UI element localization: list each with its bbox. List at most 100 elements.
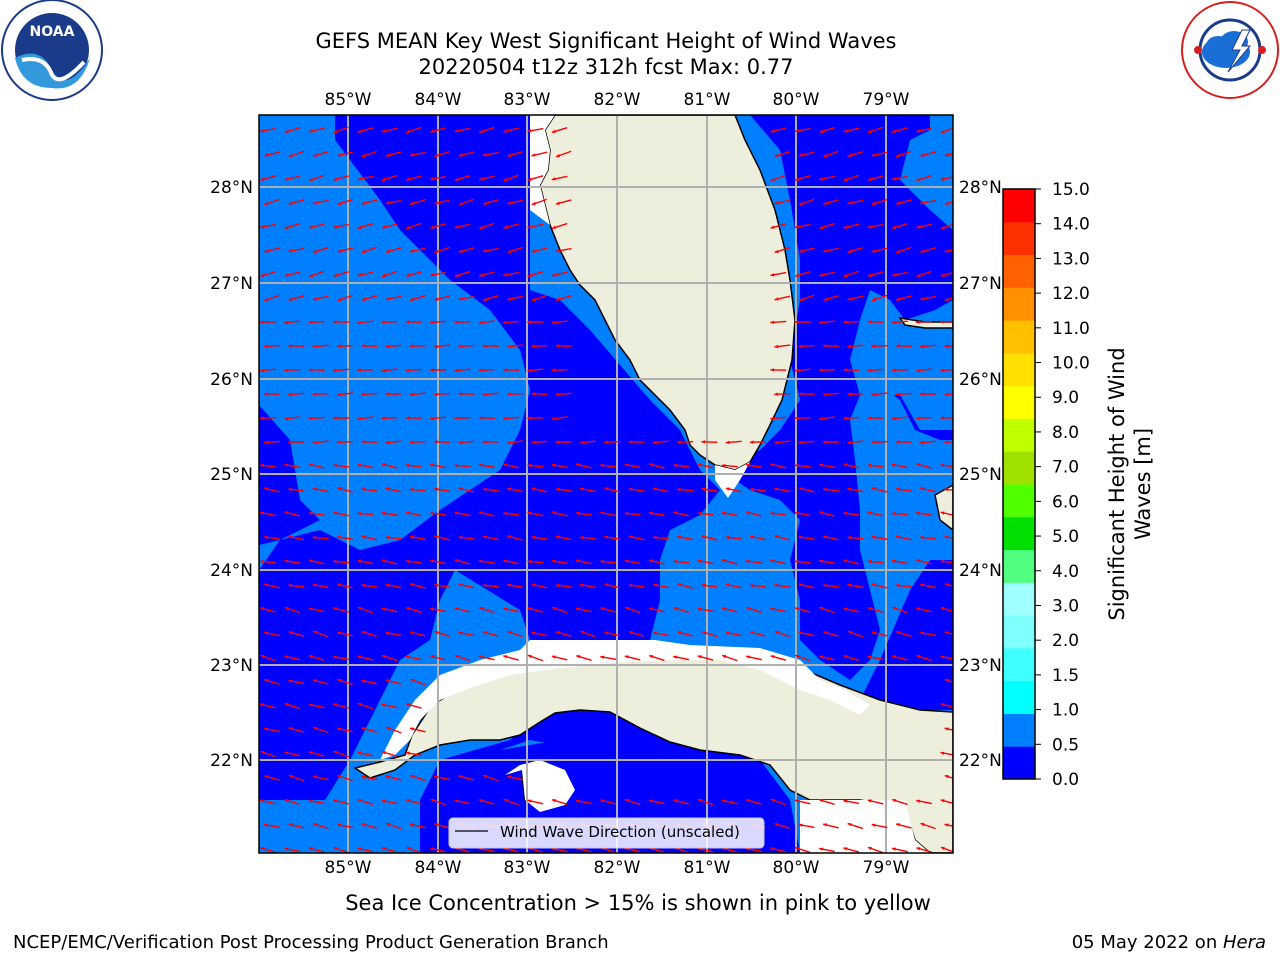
- wave-direction-arrowhead: [649, 654, 654, 659]
- lat-tick-left: 25°N: [210, 465, 253, 485]
- colorbar-tick-label: 9.0: [1052, 388, 1079, 408]
- wave-direction-arrowhead: [944, 678, 949, 683]
- wave-direction-arrowhead: [940, 846, 945, 851]
- wave-direction-arrowhead: [409, 153, 414, 157]
- wave-direction-arrowhead: [479, 799, 483, 803]
- wave-direction-arrowhead: [361, 440, 365, 444]
- wave-direction-arrowhead: [847, 153, 852, 157]
- colorbar-segment: [1003, 680, 1035, 714]
- lon-tick-bottom: 84°W: [415, 858, 462, 878]
- wave-direction-arrowhead: [916, 847, 921, 851]
- wave-direction-arrowhead: [725, 535, 730, 540]
- wave-direction-arrowhead: [843, 320, 847, 324]
- wave-direction-arrowhead: [721, 559, 726, 563]
- wave-direction-arrowhead: [677, 440, 681, 444]
- wave-direction-arrowhead: [454, 416, 459, 420]
- wave-direction-arrowhead: [677, 631, 682, 635]
- wave-direction-arrowhead: [871, 583, 876, 587]
- wave-direction-arrowhead: [774, 297, 779, 301]
- wave-direction-arrowhead: [430, 320, 434, 325]
- wave-direction-arrowhead: [628, 440, 633, 444]
- wave-direction-arrowhead: [624, 559, 629, 563]
- wave-direction-arrowhead: [381, 320, 386, 324]
- wave-direction-arrowhead: [434, 823, 439, 827]
- wave-direction-arrowhead: [288, 535, 293, 539]
- wave-direction-arrowhead: [871, 487, 876, 491]
- wave-direction-arrowhead: [507, 440, 511, 445]
- lon-tick-top: 81°W: [684, 90, 731, 110]
- wave-direction-arrowhead: [794, 463, 799, 468]
- legend-label: Wind Wave Direction (unscaled): [500, 823, 740, 841]
- wave-direction-arrowhead: [357, 847, 362, 851]
- wave-direction-arrowhead: [312, 392, 317, 396]
- colorbar-tick-label: 3.0: [1052, 596, 1079, 616]
- colorbar-tick-label: 12.0: [1052, 284, 1090, 304]
- colorbar-segment: [1003, 352, 1035, 387]
- wave-direction-arrowhead: [867, 129, 872, 134]
- wave-direction-arrowhead: [284, 368, 288, 372]
- wave-direction-arrowhead: [944, 774, 949, 779]
- lon-tick-top: 84°W: [415, 90, 462, 110]
- wave-direction-arrowhead: [337, 583, 342, 587]
- wave-direction-arrowhead: [357, 559, 362, 563]
- wave-direction-arrowhead: [940, 607, 945, 611]
- colorbar-tick-label: 5.0: [1052, 527, 1079, 547]
- wave-direction-arrowhead: [652, 631, 657, 635]
- wave-direction-arrowhead: [483, 201, 487, 205]
- wave-direction-arrowhead: [260, 846, 265, 851]
- wave-direction-arrowhead: [555, 344, 560, 348]
- wave-direction-arrowhead: [895, 392, 900, 397]
- wave-direction-arrowhead: [479, 225, 484, 230]
- wave-direction-arrowhead: [725, 583, 730, 587]
- wave-direction-arrowhead: [357, 511, 361, 516]
- wave-direction-arrowhead: [843, 607, 848, 611]
- wave-direction-arrowhead: [361, 823, 366, 827]
- wave-direction-arrowhead: [916, 129, 921, 133]
- wave-direction-arrowhead: [867, 846, 872, 851]
- wave-direction-arrowhead: [409, 392, 414, 397]
- map-gridlines: [259, 115, 953, 853]
- lon-tick-top: 82°W: [594, 90, 641, 110]
- chart-title: GEFS MEAN Key West Significant Height of…: [315, 29, 897, 53]
- wave-direction-arrowhead: [770, 273, 775, 277]
- wave-direction-arrowhead: [381, 654, 386, 659]
- wave-direction-arrowhead: [406, 846, 411, 851]
- wave-direction-arrowhead: [867, 416, 872, 420]
- wave-direction-arrowhead: [794, 368, 799, 373]
- wave-direction-arrowhead: [385, 631, 390, 635]
- wave-direction-arrowhead: [333, 511, 337, 515]
- wave-direction-arrowhead: [798, 153, 803, 157]
- wave-direction-arrowhead: [697, 655, 702, 659]
- colorbar-axis-label: Significant Height of Wind Waves [m]: [1105, 347, 1155, 620]
- wave-direction-arrowhead: [284, 606, 289, 611]
- wave-direction-arrowhead: [478, 273, 483, 277]
- wave-direction-arrowhead: [410, 583, 415, 587]
- wave-direction-arrowhead: [531, 440, 536, 445]
- wave-direction-arrowhead: [410, 727, 414, 731]
- wave-direction-arrowhead: [308, 703, 313, 707]
- wave-direction-arrowhead: [847, 630, 852, 635]
- wave-direction-arrowhead: [847, 440, 852, 445]
- colorbar-segment: [1003, 418, 1035, 452]
- wave-direction-arrowhead: [847, 822, 852, 827]
- wave-direction-arrowhead: [871, 392, 876, 397]
- wave-direction-arrowhead: [843, 511, 848, 516]
- wave-direction-arrowhead: [312, 775, 317, 779]
- wave-direction-arrowhead: [677, 487, 681, 492]
- wave-direction-arrowhead: [357, 798, 362, 803]
- wave-direction-arrowhead: [774, 344, 779, 349]
- wave-direction-arrowhead: [551, 225, 556, 230]
- wave-direction-arrowhead: [308, 511, 313, 516]
- wave-direction-arrowhead: [409, 249, 414, 253]
- wave-direction-arrowhead: [361, 631, 366, 635]
- wave-direction-arrowhead: [337, 823, 341, 827]
- wave-direction-arrowhead: [357, 606, 362, 611]
- lon-tick-bottom: 80°W: [773, 858, 820, 878]
- wave-direction-arrowhead: [527, 129, 532, 133]
- wave-direction-arrowhead: [944, 487, 949, 492]
- wave-direction-arrowhead: [552, 606, 557, 611]
- lat-tick-right: 26°N: [959, 370, 1002, 390]
- wave-direction-arrowhead: [580, 487, 584, 491]
- wave-direction-arrowhead: [503, 320, 507, 325]
- wave-direction-arrowhead: [385, 487, 390, 491]
